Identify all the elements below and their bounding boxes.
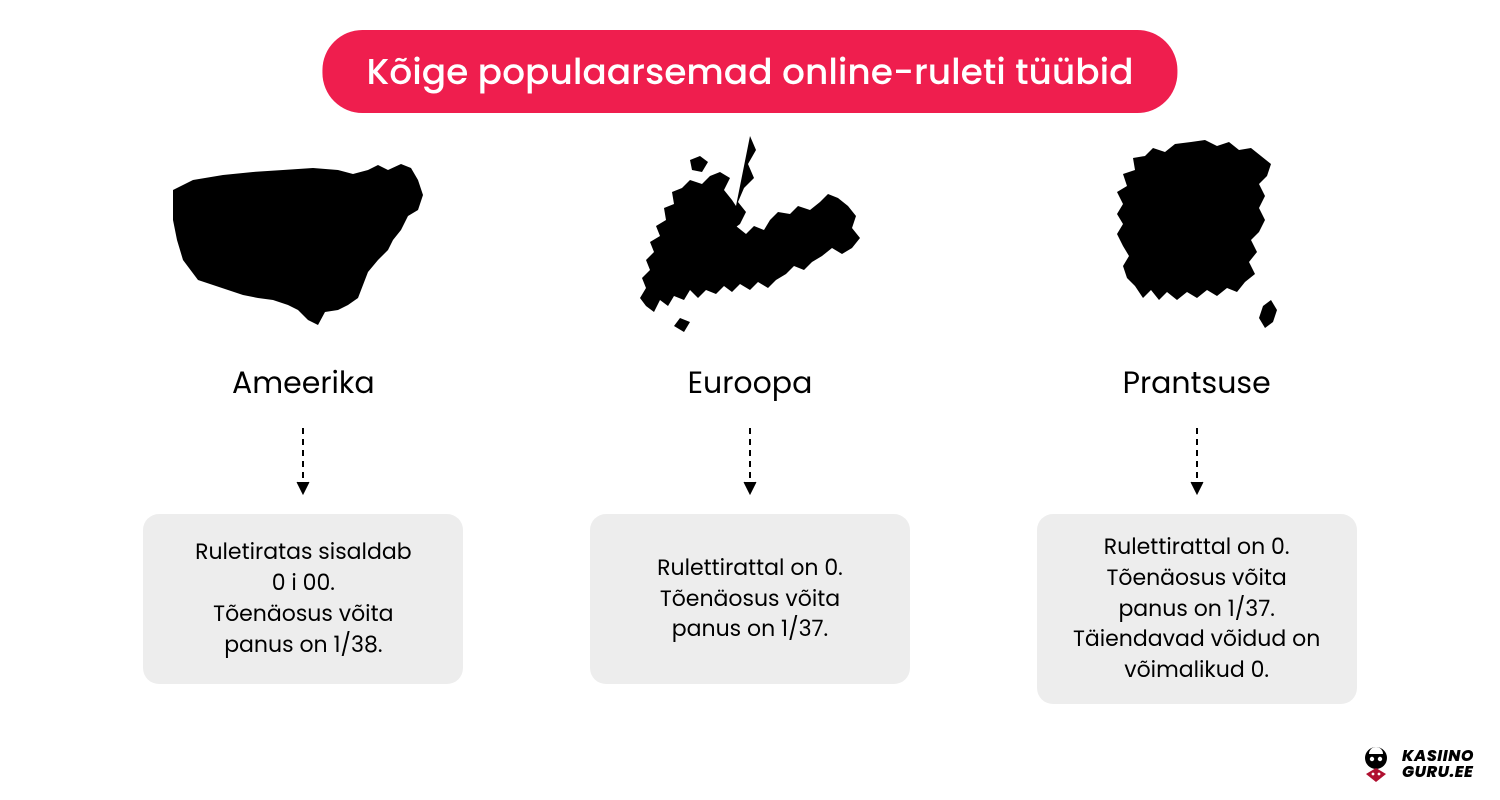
logo-line2: GURU.EE (1402, 764, 1474, 780)
label-ameerika: Ameerika (232, 360, 375, 406)
arrow-icon (740, 424, 760, 504)
logo-text: KASIINO GURU.EE (1402, 748, 1474, 780)
column-prantsuse: Prantsuse Rulettirattal on 0. Tõenäosus … (1017, 130, 1377, 704)
brand-logo: KASIINO GURU.EE (1356, 744, 1474, 784)
usa-map-icon (153, 130, 453, 350)
columns-container: Ameerika Ruletiratas sisaldab 0 i 00. Tõ… (0, 130, 1500, 704)
france-map-icon (1087, 130, 1307, 350)
desc-euroopa: Rulettirattal on 0. Tõenäosus võita panu… (590, 514, 910, 684)
desc-prantsuse: Rulettirattal on 0. Tõenäosus võita panu… (1037, 514, 1357, 704)
logo-icon (1356, 744, 1396, 784)
arrow-icon (293, 424, 313, 504)
europe-map-icon (620, 130, 880, 350)
desc-ameerika: Ruletiratas sisaldab 0 i 00. Tõenäosus v… (143, 514, 463, 684)
column-euroopa: Euroopa Rulettirattal on 0. Tõenäosus võ… (570, 130, 930, 704)
page-title: Kõige populaarsemad online-ruleti tüübid (322, 30, 1177, 113)
label-euroopa: Euroopa (688, 360, 813, 406)
label-prantsuse: Prantsuse (1123, 360, 1271, 406)
column-ameerika: Ameerika Ruletiratas sisaldab 0 i 00. Tõ… (123, 130, 483, 704)
arrow-icon (1187, 424, 1207, 504)
